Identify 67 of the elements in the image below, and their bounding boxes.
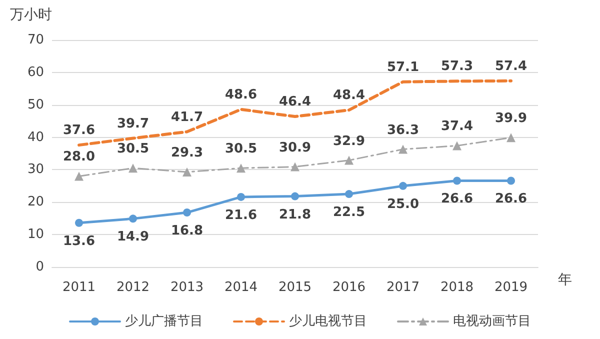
y-tick-label: 40 — [27, 130, 44, 145]
x-tick-label: 2012 — [116, 280, 150, 295]
data-label: 48.6 — [224, 87, 258, 102]
y-axis-title: 万小时 — [10, 7, 52, 23]
data-label: 21.6 — [224, 208, 258, 223]
point — [290, 162, 300, 172]
point — [74, 172, 84, 181]
data-label: 14.9 — [116, 230, 150, 245]
legend-label: 少儿电视节目 — [289, 314, 367, 329]
y-tick-label: 50 — [27, 97, 44, 112]
point — [236, 164, 246, 173]
data-label: 26.6 — [440, 192, 474, 207]
legend-label: 少儿广播节目 — [125, 314, 203, 329]
data-label: 57.1 — [386, 60, 420, 75]
data-label: 28.0 — [62, 150, 96, 165]
x-tick-label: 2016 — [332, 280, 366, 295]
y-tick-label: 20 — [27, 194, 44, 210]
data-label: 37.4 — [440, 119, 474, 134]
data-label: 30.5 — [116, 142, 150, 157]
x-axis-title: 年 — [558, 272, 572, 288]
point — [398, 144, 408, 154]
x-tick-label: 2014 — [224, 280, 258, 295]
point — [75, 218, 83, 227]
data-label: 25.0 — [386, 196, 420, 212]
data-label: 22.5 — [332, 205, 366, 220]
data-label: 46.4 — [278, 94, 312, 110]
x-tick-label: 2017 — [386, 280, 420, 295]
point — [129, 214, 137, 223]
data-label: 29.3 — [170, 145, 204, 160]
data-label: 57.4 — [494, 58, 528, 74]
x-tick-label: 2011 — [62, 280, 96, 295]
point — [345, 190, 353, 198]
y-tick-label: 0 — [36, 260, 44, 274]
data-label: 26.6 — [494, 192, 528, 207]
legend-label: 电视动画节目 — [453, 314, 531, 329]
x-tick-label: 2019 — [494, 280, 528, 295]
data-label: 36.3 — [386, 122, 420, 138]
point — [291, 192, 299, 200]
point — [453, 176, 461, 185]
point — [399, 182, 407, 190]
data-label: 39.7 — [116, 116, 150, 132]
y-tick-label: 10 — [27, 227, 44, 242]
point — [507, 176, 515, 185]
point — [452, 141, 462, 150]
data-label: 37.6 — [62, 123, 96, 138]
data-label: 39.9 — [494, 111, 528, 126]
point — [344, 156, 354, 165]
data-label: 48.4 — [332, 88, 366, 104]
data-label: 32.9 — [332, 134, 366, 149]
point — [182, 167, 192, 176]
y-tick-label: 60 — [27, 64, 44, 80]
point — [506, 133, 516, 142]
point — [128, 164, 138, 173]
point — [183, 208, 191, 217]
x-tick-label: 2015 — [278, 280, 312, 295]
data-label: 57.3 — [440, 59, 474, 74]
data-label: 16.8 — [170, 224, 204, 239]
data-label: 30.9 — [278, 140, 312, 156]
data-label: 21.8 — [278, 207, 312, 222]
y-tick-label: 30 — [27, 162, 44, 178]
data-label: 41.7 — [170, 110, 204, 125]
x-tick-label: 2013 — [170, 280, 204, 295]
y-tick-label: 70 — [27, 32, 44, 48]
point — [237, 192, 245, 201]
data-label: 30.5 — [224, 142, 258, 157]
data-label: 13.6 — [62, 234, 96, 249]
x-tick-label: 2018 — [440, 280, 474, 295]
